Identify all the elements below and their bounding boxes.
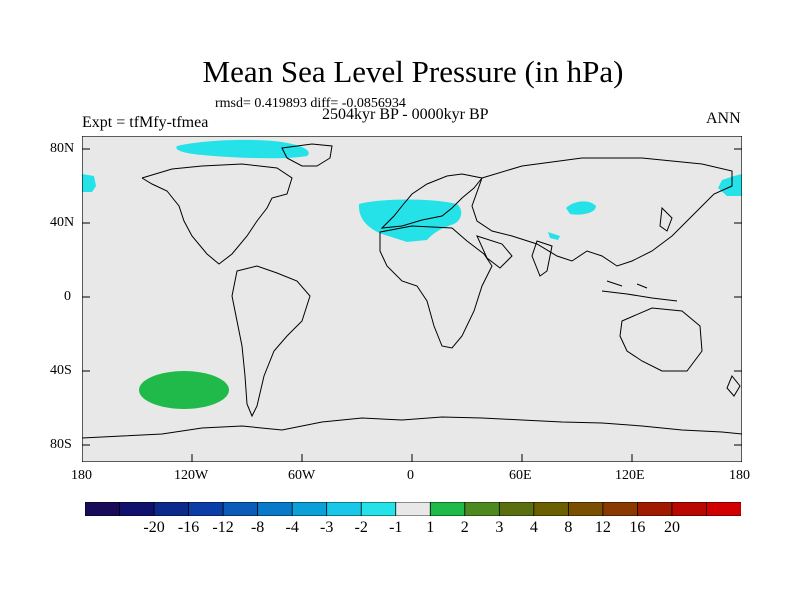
period-label: 2504kyr BP - 0000kyr BP [322, 106, 489, 123]
lat-label-equator: 0 [64, 289, 71, 304]
colorbar-label: 2 [460, 519, 469, 536]
colorbar-label: -12 [212, 519, 234, 536]
colorbar-swatch [257, 502, 293, 516]
colorbar-label: 4 [529, 519, 538, 536]
coast-new-zealand [726, 375, 741, 397]
lon-tick-marks [82, 454, 742, 462]
world-map [82, 136, 742, 462]
lon-label-60e: 60E [509, 468, 532, 483]
colorbar-swatch [326, 502, 362, 516]
colorbar-label: 3 [495, 519, 504, 536]
colorbar-label: 1 [426, 519, 435, 536]
positive-anomaly-regions [139, 371, 229, 409]
coast-asia [471, 157, 733, 267]
colorbar-swatch [188, 502, 224, 516]
map-title: Mean Sea Level Pressure (in hPa) [202, 54, 624, 89]
anomaly-region-arctic [176, 139, 309, 159]
colorbar-swatch [533, 502, 570, 516]
lat-label-80n: 80N [50, 141, 75, 156]
coastlines [82, 143, 742, 439]
colorbar-swatch [498, 502, 535, 516]
colorbar-swatch [464, 502, 501, 516]
lat-label-40s: 40S [50, 363, 72, 378]
colorbar-swatch [360, 502, 397, 516]
coast-japan [659, 206, 673, 232]
colorbar-swatch [567, 502, 604, 516]
colorbar-label: -2 [354, 519, 368, 536]
colorbar-label: -1 [389, 519, 403, 536]
colorbar-swatch [706, 502, 741, 516]
stats-line: rmsd= 0.419893 diff= -0.0856934 [215, 96, 406, 111]
coast-africa [379, 225, 493, 349]
anomaly-region-south-asia [548, 232, 560, 240]
lon-label-60w: 60W [288, 468, 316, 483]
anomaly-region-west-edge [82, 174, 96, 192]
coast-indonesia [601, 280, 678, 302]
experiment-label: Expt = tfMfy-tfmea [82, 114, 209, 131]
colorbar-label: -4 [285, 519, 299, 536]
colorbar-swatch [671, 502, 708, 516]
colorbar-swatch [291, 502, 328, 516]
lat-label-40n: 40N [50, 215, 75, 230]
colorbar-label: 16 [629, 519, 646, 536]
coast-india [531, 240, 553, 277]
colorbar [85, 502, 741, 516]
colorbar-swatch [395, 502, 431, 516]
colorbar-label: -20 [143, 519, 165, 536]
colorbar-swatch [637, 502, 673, 516]
lon-label-180w: 180 [71, 468, 92, 483]
anomaly-region-central-asia [566, 201, 596, 215]
lon-label-120w: 120W [174, 468, 209, 483]
lon-label-180e: 180 [729, 468, 750, 483]
coast-arabia [476, 235, 513, 269]
colorbar-label: 20 [663, 519, 680, 536]
colorbar-label: -3 [320, 519, 334, 536]
colorbar-swatch [85, 502, 121, 516]
coast-greenland [281, 143, 333, 167]
coast-australia [619, 307, 703, 372]
lat-label-80s: 80S [50, 437, 72, 452]
coast-south-america [231, 265, 311, 418]
season-label: ANN [706, 110, 741, 127]
anomaly-region-south-pacific [139, 371, 229, 409]
anomaly-region-east-edge [718, 174, 742, 196]
lon-label-120e: 120E [615, 468, 645, 483]
coast-antarctica [82, 416, 742, 439]
coast-north-america [141, 163, 293, 265]
colorbar-swatch [153, 502, 190, 516]
colorbar-label: -8 [250, 519, 265, 536]
colorbar-swatch [222, 502, 259, 516]
colorbar-swatch [119, 502, 155, 516]
colorbar-swatch [602, 502, 639, 516]
colorbar-swatch [429, 502, 466, 516]
lon-label-0: 0 [407, 468, 414, 483]
colorbar-label: 8 [564, 519, 573, 536]
lat-tick-marks [82, 148, 742, 446]
colorbar-label: 12 [594, 519, 611, 536]
map-background [82, 136, 742, 462]
colorbar-label: -16 [177, 519, 200, 536]
